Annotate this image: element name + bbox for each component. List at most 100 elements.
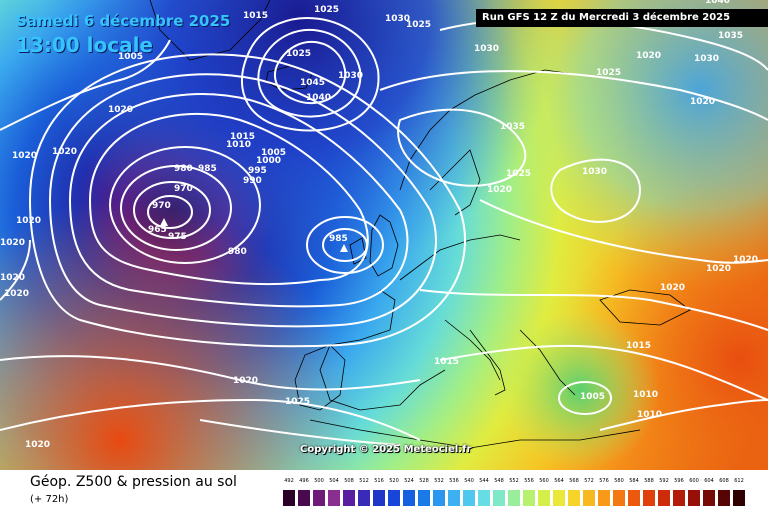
legend-label: 612 (734, 478, 744, 484)
legend-swatch (283, 490, 295, 506)
low-centers (160, 218, 348, 252)
isobar-label: 1030 (385, 14, 410, 24)
color-legend: 492 496 500 504 508 512 516 520 524 528 532 536 540 5… (283, 478, 751, 510)
isobar-label: 1015 (230, 132, 255, 142)
legend-swatch (478, 490, 490, 506)
legend-label: 584 (629, 478, 639, 484)
isobar-label: 1030 (474, 44, 499, 54)
forecast-date: Samedi 6 décembre 2025 (16, 12, 231, 30)
legend-swatch (493, 490, 505, 506)
forecast-range: (+ 72h) (30, 494, 69, 505)
isobar (0, 39, 171, 131)
legend-label: 572 (584, 478, 594, 484)
legend-label: 596 (674, 478, 684, 484)
isobar-label: 1020 (4, 289, 29, 299)
black-sea-coast (599, 289, 691, 326)
legend-label: 600 (689, 478, 699, 484)
isobar-label: 1010 (226, 140, 251, 150)
isobar-label: 1020 (660, 283, 685, 293)
isobar-label: 1020 (690, 97, 715, 107)
legend-label: 528 (419, 478, 429, 484)
legend-label: 552 (509, 478, 519, 484)
isobar-label: 1045 (300, 78, 325, 88)
isobar-label: 970 (152, 201, 171, 211)
isobar-label: 1010 (633, 390, 658, 400)
continental-coast (319, 234, 576, 411)
isobar-label: 1015 (243, 11, 268, 21)
legend-swatch (448, 490, 460, 506)
isobar (241, 17, 380, 132)
isobar-label: 1020 (0, 273, 25, 283)
footer: Géop. Z500 & pression au sol (+ 72h) 492… (0, 470, 768, 512)
legend-label: 592 (659, 478, 669, 484)
legend-swatch (583, 490, 595, 506)
isobar-label: 1025 (314, 5, 339, 15)
isobar-label: 1030 (582, 167, 607, 177)
geopotential-map: 1015 1025 1030 1025 1025 1040 1005 1035 … (0, 0, 768, 470)
isobar-label: 1020 (108, 105, 133, 115)
isobar-label: 1035 (718, 31, 743, 41)
legend-swatch (688, 490, 700, 506)
isobar-label: 1020 (12, 151, 37, 161)
legend-swatch (538, 490, 550, 506)
legend-label: 520 (389, 478, 399, 484)
legend-swatch (613, 490, 625, 506)
isobar-labels: 1015 1025 1030 1025 1025 1040 1005 1035 … (0, 0, 758, 450)
isobar (558, 381, 612, 415)
isobar (48, 73, 437, 328)
legend-label: 496 (299, 478, 309, 484)
low-center-marker (340, 244, 348, 252)
isobar (379, 70, 768, 121)
isobar-label: 1020 (16, 216, 41, 226)
isobar-label: 985 (198, 164, 217, 174)
isobar-label: 965 (148, 225, 167, 235)
legend-swatch (418, 490, 430, 506)
isobar-label: 1025 (406, 20, 431, 30)
legend-label: 516 (374, 478, 384, 484)
isobars (0, 17, 768, 446)
legend-label: 608 (719, 478, 729, 484)
isobar-label: 1010 (637, 410, 662, 420)
legend-label: 580 (614, 478, 624, 484)
legend-swatch (568, 490, 580, 506)
legend-swatch (598, 490, 610, 506)
legend-label: 604 (704, 478, 714, 484)
legend-swatch (553, 490, 565, 506)
isobar-label: 990 (243, 176, 262, 186)
legend-swatch (703, 490, 715, 506)
isobar (199, 419, 401, 446)
isobar-label: 1020 (487, 185, 512, 195)
legend-label: 524 (404, 478, 414, 484)
isobar (397, 108, 527, 187)
isobar-label: 975 (168, 232, 187, 242)
isobar (439, 344, 768, 401)
legend-label: 536 (449, 478, 459, 484)
isobar-label: 1005 (118, 52, 143, 62)
isobar-label: 1025 (285, 397, 310, 407)
isobar-label: 1025 (596, 68, 621, 78)
isobar (68, 93, 409, 308)
isobar (322, 228, 368, 262)
isobar-label: 1020 (25, 440, 50, 450)
legend-label: 560 (539, 478, 549, 484)
isobar-label: 1020 (706, 264, 731, 274)
isobar-label: 1005 (580, 392, 605, 402)
isobar-label: 1020 (0, 238, 25, 248)
isobar (306, 216, 384, 274)
legend-swatch (733, 490, 745, 506)
isobar-label: 1030 (338, 71, 363, 81)
legend-swatch (628, 490, 640, 506)
isobar-label: 1025 (506, 169, 531, 179)
legend-label: 532 (434, 478, 444, 484)
legend-swatch (313, 490, 325, 506)
legend-swatch (373, 490, 385, 506)
isobar (599, 399, 768, 431)
legend-label: 504 (329, 478, 339, 484)
legend-swatch (718, 490, 730, 506)
legend-swatch (658, 490, 670, 506)
legend-label: 548 (494, 478, 504, 484)
isobar (120, 165, 232, 251)
legend-swatch (343, 490, 355, 506)
isobar (0, 398, 421, 441)
